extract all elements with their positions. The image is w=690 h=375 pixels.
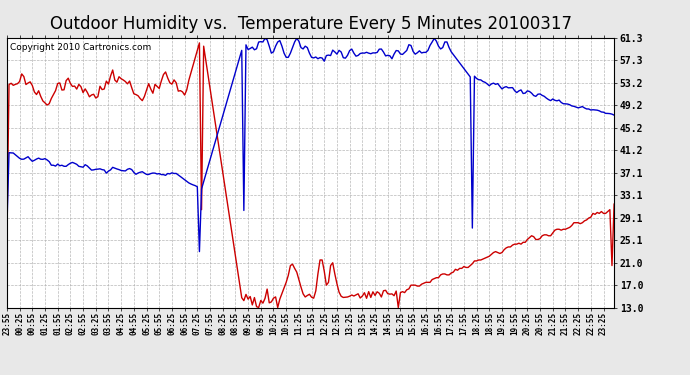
Text: Copyright 2010 Cartronics.com: Copyright 2010 Cartronics.com [10, 43, 151, 52]
Text: Outdoor Humidity vs.  Temperature Every 5 Minutes 20100317: Outdoor Humidity vs. Temperature Every 5… [50, 15, 571, 33]
